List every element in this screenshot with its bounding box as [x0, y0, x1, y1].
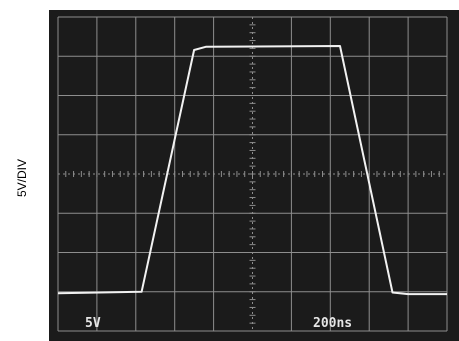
waveform-trace [57, 45, 447, 296]
graticule [57, 16, 448, 332]
volts-per-div-label: 5V [85, 316, 101, 331]
y-axis-label-text: 5V/DIV [15, 158, 29, 198]
oscilloscope-screen: 5V 200ns [49, 10, 459, 341]
oscilloscope-plot: 5V 200ns [57, 16, 448, 332]
trace-layer [57, 45, 447, 296]
time-per-div-label: 200ns [313, 316, 352, 331]
